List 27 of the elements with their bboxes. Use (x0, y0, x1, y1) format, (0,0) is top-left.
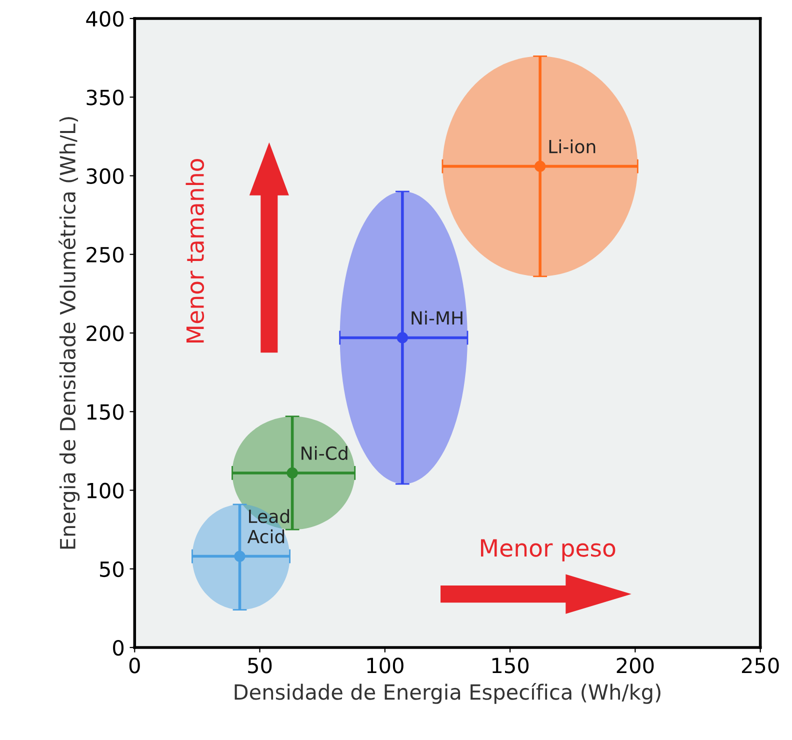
point (286, 467, 298, 479)
series-label: Li-ion (549, 139, 596, 154)
y-tick-label: 200 (86, 325, 124, 342)
x-tick-label: 100 (367, 658, 404, 674)
x-tick-label: 0 (129, 658, 140, 674)
x-tick-label: 250 (742, 658, 779, 674)
annotation: Menor peso (481, 539, 616, 562)
series-label: Ni-Cd (302, 446, 348, 460)
x-tick-label: 150 (492, 658, 529, 674)
x-axis-title: Densidade de Energia Específica (Wh/kg) (234, 682, 660, 704)
point (234, 550, 246, 562)
y-tick-label: 300 (86, 168, 124, 184)
y-tick-label: 100 (87, 482, 124, 498)
point (534, 160, 546, 172)
annotation: Menor tamanho (186, 158, 204, 342)
x-tick-label: 200 (616, 658, 654, 674)
series-label: Ni-MH (412, 310, 462, 325)
y-tick-label: 150 (87, 404, 124, 420)
point (396, 332, 408, 344)
y-tick-label: 50 (100, 561, 124, 578)
y-axis-title: Energia de Densidade Volumétrica (Wh/L) (58, 117, 80, 549)
x-tick-label: 50 (248, 658, 272, 674)
y-tick-label: 400 (86, 10, 124, 27)
y-tick-label: 350 (86, 90, 124, 106)
y-tick-label: 250 (86, 246, 124, 263)
y-tick-label: 0 (113, 640, 124, 656)
series-label: Lead Acid (247, 509, 289, 544)
